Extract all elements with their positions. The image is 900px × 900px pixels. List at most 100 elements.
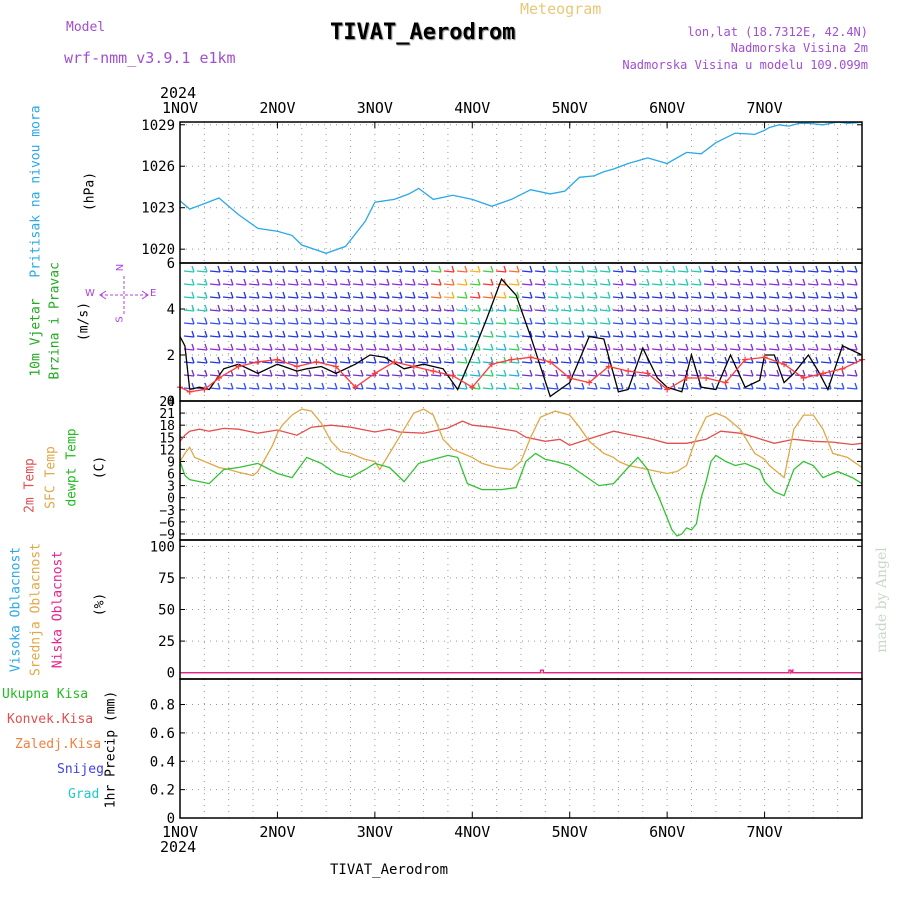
wind-barb — [495, 283, 507, 286]
y-tick-label: −6 — [159, 516, 175, 531]
wind-barb-flag — [568, 304, 572, 312]
wind-barb — [846, 374, 858, 377]
wind-barb-flag — [555, 265, 559, 273]
wind-barb — [261, 296, 273, 299]
wind-barb — [352, 335, 364, 338]
wind-barb-flag — [776, 317, 780, 325]
wind-barb-flag — [295, 330, 299, 338]
wind-barb-flag — [269, 343, 273, 351]
wind-barb — [781, 387, 793, 390]
wind-barb-flag — [698, 343, 702, 351]
y-tick-label: 25 — [158, 634, 175, 650]
wind-barb — [196, 283, 208, 286]
wind-barb-flag — [243, 304, 247, 312]
wind-barb-flag — [438, 356, 442, 364]
wind-barb — [391, 322, 403, 325]
wind-barb-flag — [789, 356, 793, 364]
wind-barb — [287, 335, 299, 338]
wind-barb-flag — [451, 291, 455, 299]
wind-barb-flag — [633, 291, 637, 299]
wind-barb — [833, 322, 845, 325]
wind-barb-flag — [672, 317, 676, 325]
wind-barb — [365, 270, 377, 273]
wind-barb — [326, 387, 338, 390]
wind-barb — [326, 335, 338, 338]
wind-barb — [339, 309, 351, 312]
wind-barb — [417, 309, 429, 312]
wind-barb-flag — [425, 343, 429, 351]
wind-barb — [690, 309, 702, 312]
wind-barb-flag — [607, 278, 611, 286]
wind-barb — [768, 270, 780, 273]
wind-barb-flag — [581, 278, 585, 286]
wind-barb-flag — [789, 317, 793, 325]
wind-barb-flag — [581, 265, 585, 273]
wind-barb — [274, 309, 286, 312]
wind-barb-flag — [776, 343, 780, 351]
wind-barb — [768, 348, 780, 351]
wind-barb — [469, 322, 481, 325]
wind-barb-flag — [425, 291, 429, 299]
wind-barb — [469, 361, 481, 364]
wind-barb-flag — [425, 356, 429, 364]
wind-barb — [326, 283, 338, 286]
wind-barb — [638, 270, 650, 273]
series-pressure-0 — [179, 121, 863, 254]
wind-barb — [742, 283, 754, 286]
wind-barb-flag — [841, 356, 845, 364]
wind-barb — [677, 348, 689, 351]
wind-barb — [495, 348, 507, 351]
wind-barb — [326, 348, 338, 351]
wind-barb-flag — [594, 291, 598, 299]
wind-barb-flag — [243, 356, 247, 364]
wind-barb-flag — [412, 369, 416, 377]
wind-barb-flag — [308, 343, 312, 351]
wind-barb — [534, 348, 546, 351]
wind-barb-flag — [204, 356, 208, 364]
wind-barb — [261, 322, 273, 325]
precip-grad-label: Grad — [68, 787, 100, 802]
wind-barb — [612, 374, 624, 377]
wind-barb — [547, 283, 559, 286]
wind-barb-flag — [230, 343, 234, 351]
wind-barb — [209, 270, 221, 273]
wind-barb-flag — [555, 304, 559, 312]
wind-barb-flag — [399, 330, 403, 338]
wind-barb — [495, 335, 507, 338]
wind-barb-flag — [256, 278, 260, 286]
wind-barb — [456, 348, 468, 351]
wind-barb-flag — [698, 330, 702, 338]
wind-barb — [352, 322, 364, 325]
wind-barb-flag — [711, 291, 715, 299]
wind-barb — [846, 322, 858, 325]
wind-barb-flag — [373, 291, 377, 299]
wind-barb — [781, 270, 793, 273]
wind-barb-flag — [685, 343, 689, 351]
wind-barb — [222, 309, 234, 312]
wind-barb — [339, 361, 351, 364]
wind-barb-flag — [425, 265, 429, 273]
chart-title: TIVAT_Aerodrom — [330, 20, 516, 45]
wind-barb-flag — [412, 356, 416, 364]
wind-barb — [573, 361, 585, 364]
wind-barb-flag — [646, 265, 650, 273]
wind-barb-flag — [217, 265, 221, 273]
wind-barb-flag — [607, 343, 611, 351]
wind-barb-flag — [334, 382, 338, 390]
wind-barb-flag — [282, 291, 286, 299]
wind-barb — [404, 387, 416, 390]
wind-barb — [846, 309, 858, 312]
wind-barb-flag — [594, 265, 598, 273]
wind-barb — [378, 361, 390, 364]
wind-barb-flag — [724, 278, 728, 286]
wind-barb — [664, 335, 676, 338]
wind-barb — [755, 270, 767, 273]
wind-barb — [222, 348, 234, 351]
wind-barb — [573, 270, 585, 273]
wind-barb-flag — [854, 304, 858, 312]
wind-barb — [573, 296, 585, 299]
wind-barb-flag — [711, 330, 715, 338]
wind-barb-flag — [529, 317, 533, 325]
wind-barb-flag — [789, 382, 793, 390]
wind-barb-flag — [243, 317, 247, 325]
